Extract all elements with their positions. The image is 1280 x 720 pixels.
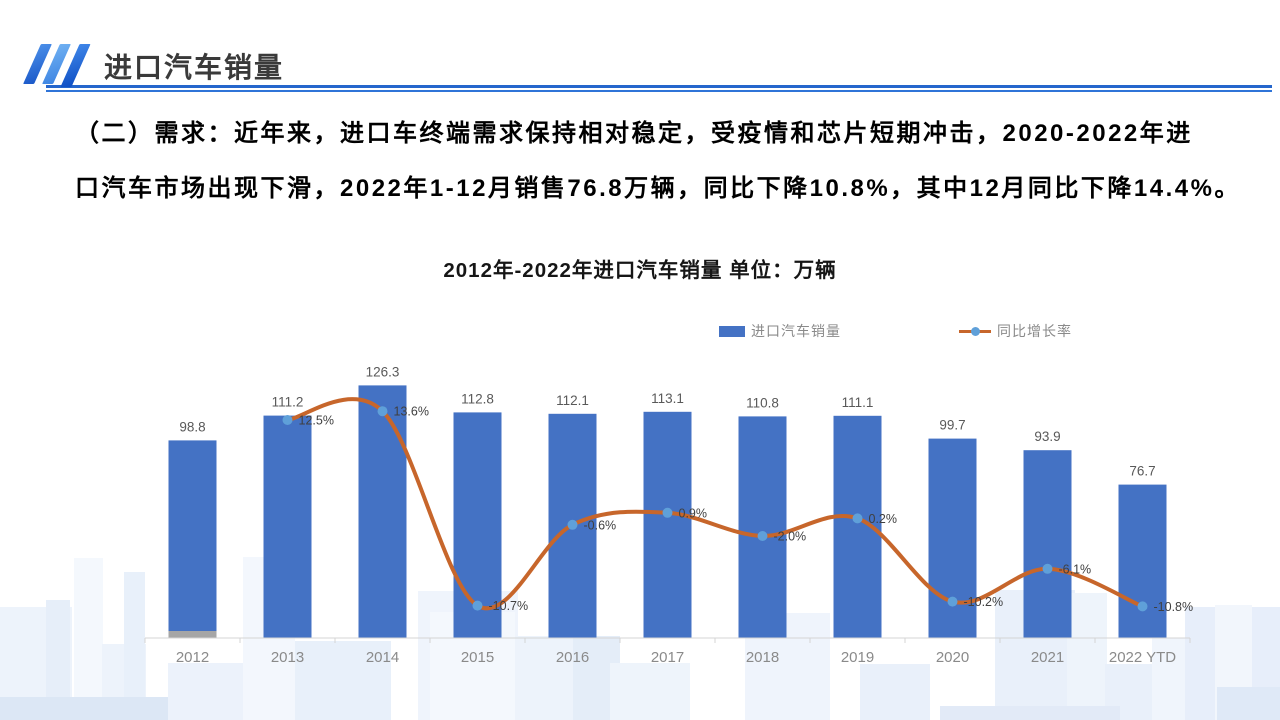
growth-marker: [1042, 563, 1053, 574]
growth-line: [285, 397, 1145, 611]
bar-value-label: 93.9: [1034, 429, 1060, 444]
legend-item-growth: 同比增长率: [959, 321, 1072, 341]
x-axis-label: 2015: [461, 649, 494, 666]
growth-value-label: 12.5%: [299, 414, 334, 428]
growth-marker: [1137, 601, 1148, 612]
x-axis-label: 2020: [936, 649, 969, 666]
background-building: [860, 664, 930, 720]
bar-2022 YTD: [1118, 484, 1167, 638]
page-title: 进口汽车销量: [104, 52, 285, 83]
growth-marker: [282, 415, 293, 425]
background-building: [610, 663, 690, 720]
growth-value-label: 0.2%: [869, 512, 898, 526]
growth-value-label: -6.1%: [1059, 562, 1092, 576]
header-divider: [46, 85, 1272, 92]
bar-value-label: 111.2: [272, 395, 304, 410]
bar-base-shadow: [168, 631, 217, 638]
growth-value-label: -10.7%: [489, 599, 529, 613]
background-building: [124, 572, 145, 720]
chart-title: 2012年-2022年进口汽车销量 单位：万辆: [443, 259, 837, 282]
growth-value-label: 0.9%: [679, 506, 708, 520]
growth-marker: [567, 519, 578, 530]
bar-2017: [643, 411, 692, 638]
bar-value-label: 111.1: [842, 395, 874, 410]
x-axis-label: 2016: [556, 649, 589, 666]
x-axis-label: 2017: [651, 649, 684, 666]
growth-value-label: 13.6%: [394, 405, 429, 419]
growth-marker: [472, 600, 483, 611]
growth-value-label: -10.2%: [964, 595, 1004, 609]
bar-2014: [358, 385, 407, 638]
body-text-line2: 口汽车市场出现下滑，2022年1-12月销售76.8万辆，同比下降10.8%，其…: [75, 175, 1241, 202]
background-building: [1217, 687, 1280, 720]
bar-value-label: 126.3: [366, 364, 400, 379]
x-axis-label: 2019: [841, 649, 874, 666]
bar-value-label: 112.1: [556, 393, 589, 408]
x-axis-label: 2013: [271, 649, 304, 666]
bar-2021: [1023, 450, 1072, 638]
bar-value-label: 112.8: [461, 391, 494, 406]
body-text-line1: （二）需求：近年来，进口车终端需求保持相对稳定，受疫情和芯片短期冲击，2020-…: [75, 120, 1193, 147]
bar-value-label: 76.7: [1129, 464, 1155, 479]
growth-marker: [377, 406, 388, 417]
x-axis-label: 2018: [746, 649, 779, 666]
bar-2012: [168, 440, 217, 638]
background-building: [1067, 593, 1107, 720]
bar-value-label: 98.8: [179, 419, 205, 434]
background-building: [0, 697, 180, 720]
bar-2015: [453, 412, 502, 638]
x-axis-label: 2021: [1031, 649, 1064, 666]
legend-bar-swatch-icon: [719, 325, 745, 337]
bar-2013: [263, 415, 312, 638]
bar-value-label: 99.7: [939, 418, 965, 433]
legend-label-growth: 同比增长率: [997, 323, 1072, 339]
growth-value-label: -10.8%: [1154, 600, 1194, 614]
growth-marker: [662, 507, 673, 518]
x-axis-label: 2014: [366, 649, 399, 666]
x-axis-label: 2022 YTD: [1109, 649, 1176, 666]
legend-line-swatch-icon: [959, 326, 991, 336]
growth-value-label: -2.0%: [774, 530, 807, 544]
growth-value-label: -0.6%: [584, 518, 617, 532]
background-building: [74, 558, 103, 720]
growth-marker: [757, 531, 768, 541]
legend-label-sales: 进口汽车销量: [751, 323, 841, 339]
background-building: [295, 641, 391, 720]
growth-marker: [852, 513, 863, 524]
bar-value-label: 113.1: [651, 391, 684, 406]
bar-value-label: 110.8: [746, 395, 779, 410]
x-axis-label: 2012: [176, 649, 209, 666]
growth-marker: [947, 596, 958, 607]
bar-2018: [738, 416, 787, 638]
background-building: [940, 706, 1120, 720]
legend-item-sales: 进口汽车销量: [719, 321, 841, 341]
background-building: [168, 663, 246, 720]
